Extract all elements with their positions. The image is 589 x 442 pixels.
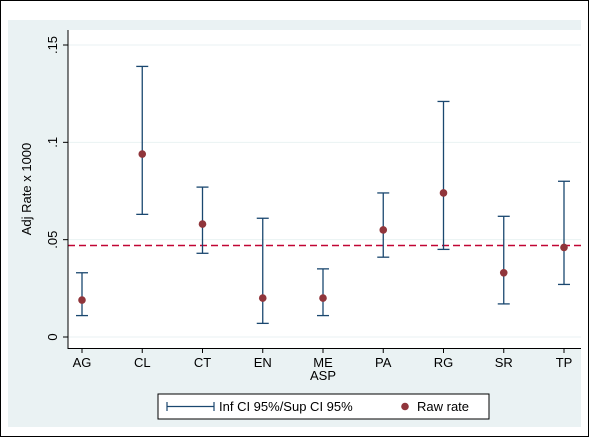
- y-tick-label: .1: [45, 137, 60, 148]
- ci-error-bar: [497, 215, 510, 305]
- x-tick-label: PA: [375, 355, 392, 370]
- y-tick-label: 0: [45, 333, 60, 340]
- raw-rate-point: [78, 296, 86, 304]
- x-tick-label: EN: [254, 355, 272, 370]
- x-tick-label: RG: [434, 355, 454, 370]
- legend-label-ci: Inf CI 95%/Sup CI 95%: [219, 399, 353, 414]
- ci-error-bar: [377, 192, 390, 258]
- x-tick-label: CL: [134, 355, 151, 370]
- ci-error-bar: [196, 186, 209, 254]
- ci-error-bar: [76, 272, 88, 317]
- raw-rate-point: [379, 226, 388, 234]
- legend-point-icon: [401, 402, 409, 411]
- ci-error-bar: [317, 268, 329, 317]
- raw-rate-point: [258, 294, 267, 302]
- y-tick-label: .05: [45, 231, 60, 249]
- x-tick-label: TP: [556, 355, 573, 370]
- ci-error-bar: [437, 100, 450, 251]
- legend-label-raw-rate: Raw rate: [417, 399, 469, 414]
- y-axis-label: Adj Rate x 1000: [19, 143, 34, 236]
- grid-layer: [68, 44, 581, 338]
- raw-rate-point: [439, 189, 448, 197]
- x-tick-label: SR: [495, 355, 513, 370]
- ci-error-bar: [136, 65, 149, 216]
- x-tick-sublabel: ASP: [310, 368, 336, 383]
- legend: Inf CI 95%/Sup CI 95% Raw rate: [157, 393, 490, 420]
- x-tick-label: CT: [194, 355, 211, 370]
- y-tick-layer: 0 .05 .1 .15: [45, 36, 68, 341]
- raw-rate-point: [319, 294, 327, 302]
- raw-rate-point: [499, 268, 508, 277]
- raw-rate-point: [138, 150, 147, 158]
- raw-rate-point: [560, 243, 568, 252]
- legend-errorbar-icon: [166, 402, 215, 411]
- ci-error-bar: [558, 180, 570, 286]
- x-tick-label: ME: [313, 355, 333, 370]
- point-layer: [78, 150, 568, 304]
- ci-error-bar: [256, 217, 269, 325]
- x-tick-label: AG: [73, 355, 92, 370]
- y-tick-label: .15: [45, 36, 60, 54]
- error-bar-layer: [76, 65, 570, 325]
- raw-rate-point: [198, 220, 207, 228]
